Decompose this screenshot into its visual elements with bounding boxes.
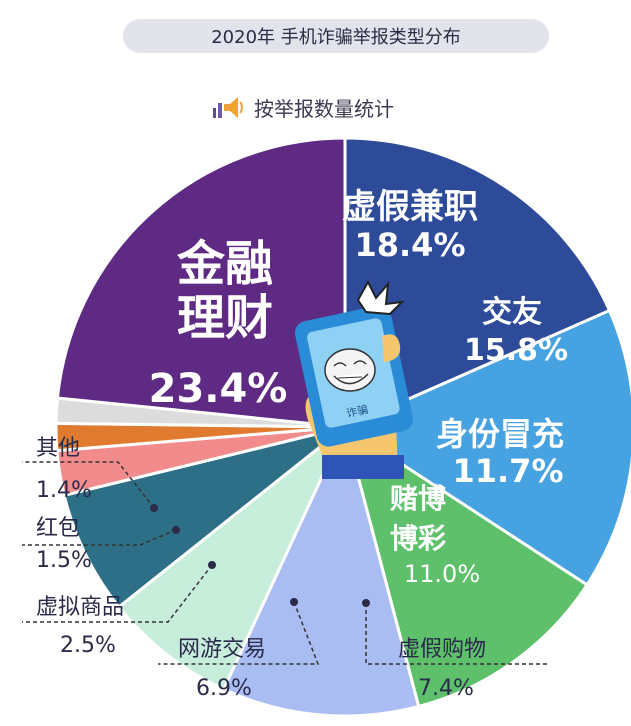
slice-label-name-line1: 赌博 <box>390 482 446 515</box>
slice-label-name: 交友 <box>482 295 542 330</box>
slice-label-value: 15.8% <box>464 333 568 368</box>
slice-label-name: 虚假兼职 <box>342 187 478 227</box>
callout-label-name: 虚拟商品 <box>36 595 124 620</box>
pie-slice-1 <box>341 308 631 587</box>
burst-icon <box>356 279 405 316</box>
callout-label-value: 6.9% <box>196 676 252 701</box>
pie-slice-0 <box>343 136 612 430</box>
callout-leader-line <box>158 601 320 665</box>
callout-label-value: 1.4% <box>36 478 92 503</box>
callout-leader-line <box>365 603 548 665</box>
callout-label-value: 1.5% <box>36 548 92 573</box>
callout-leader-line <box>22 461 155 509</box>
slice-label-name: 身份冒充 <box>436 415 564 453</box>
sleeve <box>322 455 404 479</box>
pie-slice-5 <box>62 425 346 610</box>
slice-label-name-line2: 理财 <box>177 290 273 346</box>
slice-label-value: 11.7% <box>452 452 563 490</box>
pie-slice-4 <box>116 425 347 692</box>
pie-slice-9 <box>55 136 347 429</box>
pie-slice-2 <box>342 423 590 709</box>
callout-label-name: 虚假购物 <box>398 637 486 662</box>
callout-label-value: 2.5% <box>60 633 116 658</box>
chart-subtitle: 按举报数量统计 <box>212 92 394 122</box>
callout-label-name: 其他 <box>36 436 80 461</box>
pie-slice-3 <box>221 422 421 718</box>
callout-label-name: 网游交易 <box>178 637 266 662</box>
callout-label-value: 7.4% <box>418 676 474 701</box>
callout-leader-line <box>22 529 177 546</box>
slice-label-value: 11.0% <box>404 560 480 588</box>
thumb <box>382 334 401 362</box>
slice-label-name-line1: 金融 <box>176 236 273 292</box>
chart-title: 2020年 手机诈骗举报类型分布 <box>123 19 549 53</box>
slice-label-value: 23.4% <box>149 366 288 412</box>
callout-leader-line <box>22 564 213 623</box>
slice-label-value: 18.4% <box>354 226 465 264</box>
troll-face-icon <box>324 348 376 392</box>
phone-screen-text: 诈骗 <box>345 402 369 420</box>
slice-label-name-line2: 博彩 <box>390 522 446 555</box>
subtitle-text: 按举报数量统计 <box>254 96 394 121</box>
megaphone-icon <box>213 97 243 118</box>
callout-label-name: 红包 <box>36 516 80 541</box>
